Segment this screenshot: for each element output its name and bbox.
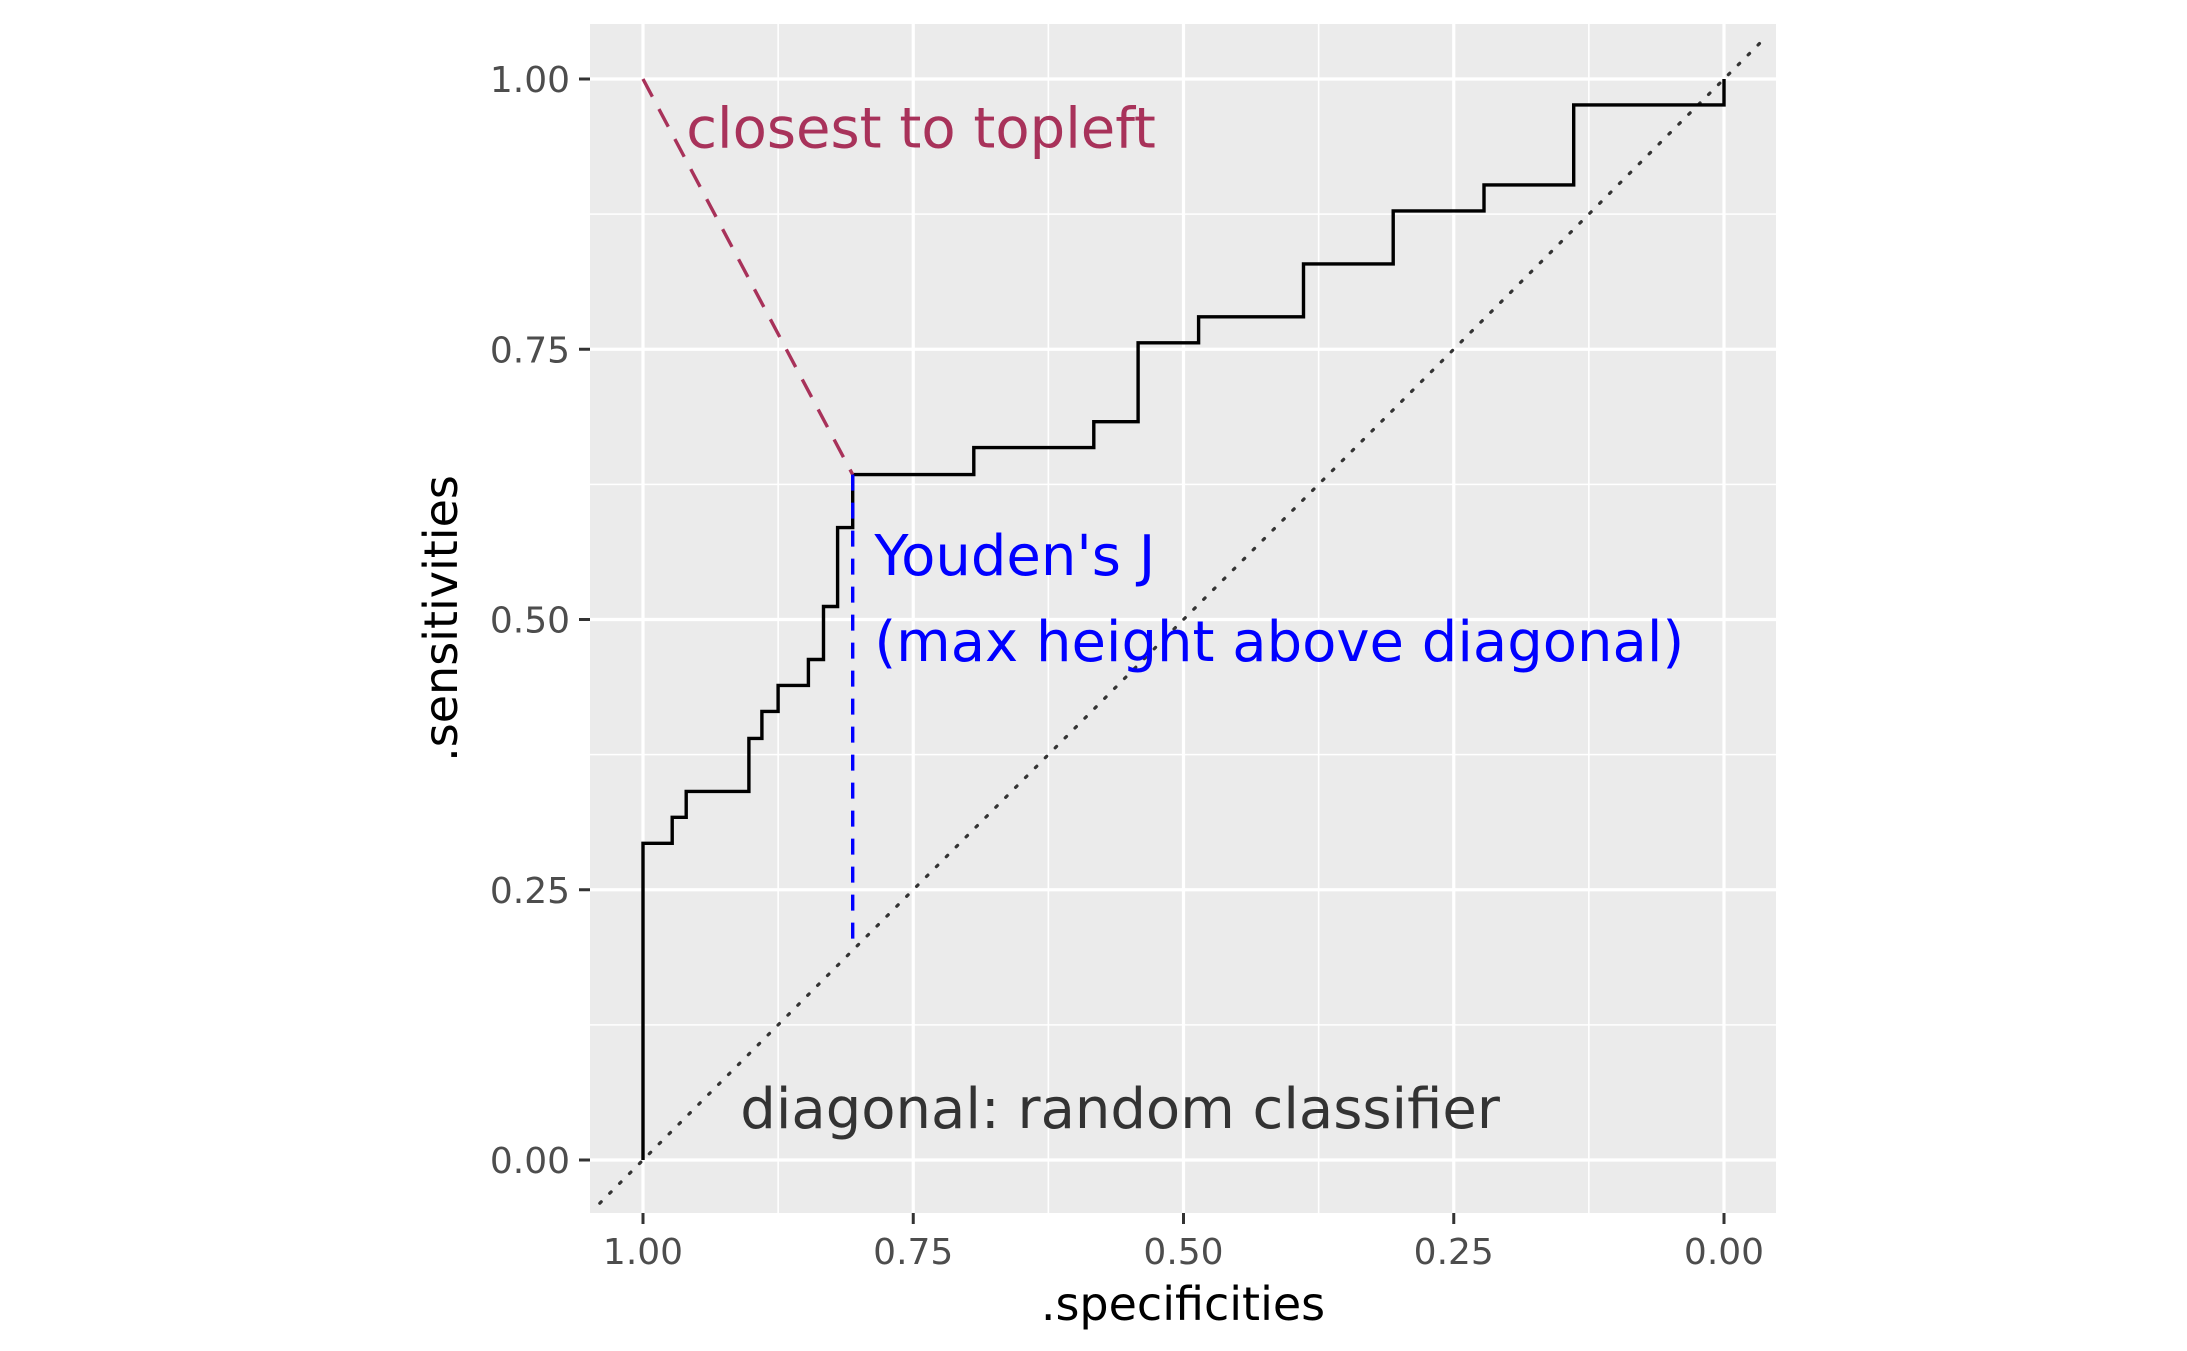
x-tick-label: 1.00: [603, 1232, 683, 1273]
x-tick-label: 0.00: [1684, 1232, 1764, 1273]
annotation-topleft-line-0: closest to topleft: [686, 97, 1156, 162]
annotations: closest to topleft Youden's J (max height …: [686, 97, 1684, 1142]
y-axis-title: .sensitivities: [414, 475, 468, 762]
y-tick-label: 0.50: [490, 601, 570, 642]
x-tick-label: 0.50: [1143, 1232, 1223, 1273]
annotation-youden-line-0: Youden's J: [873, 524, 1155, 589]
y-tick-label: 0.25: [490, 871, 570, 912]
y-tick-label: 0.00: [490, 1141, 570, 1182]
annotation-random-line-0: diagonal: random classifier: [740, 1077, 1501, 1142]
x-tick-label: 0.75: [873, 1232, 953, 1273]
y-tick-label: 1.00: [490, 60, 570, 101]
x-axis-title: .specificities: [1041, 1277, 1325, 1331]
y-axis: 0.00 0.25 0.50 0.75 1.00: [490, 60, 590, 1182]
roc-curve-line: [641, 79, 1726, 1160]
closest-topleft-segment: [641, 78, 855, 476]
annotation-youden-line-1: (max height above diagonal): [874, 610, 1684, 675]
x-tick-label: 0.25: [1414, 1232, 1494, 1273]
x-axis: 1.00 0.75 0.50 0.25 0.00: [603, 1213, 1764, 1273]
y-tick-label: 0.75: [490, 330, 570, 371]
random-classifier-diagonal: [598, 34, 1769, 1205]
data-layers: [598, 34, 1769, 1205]
